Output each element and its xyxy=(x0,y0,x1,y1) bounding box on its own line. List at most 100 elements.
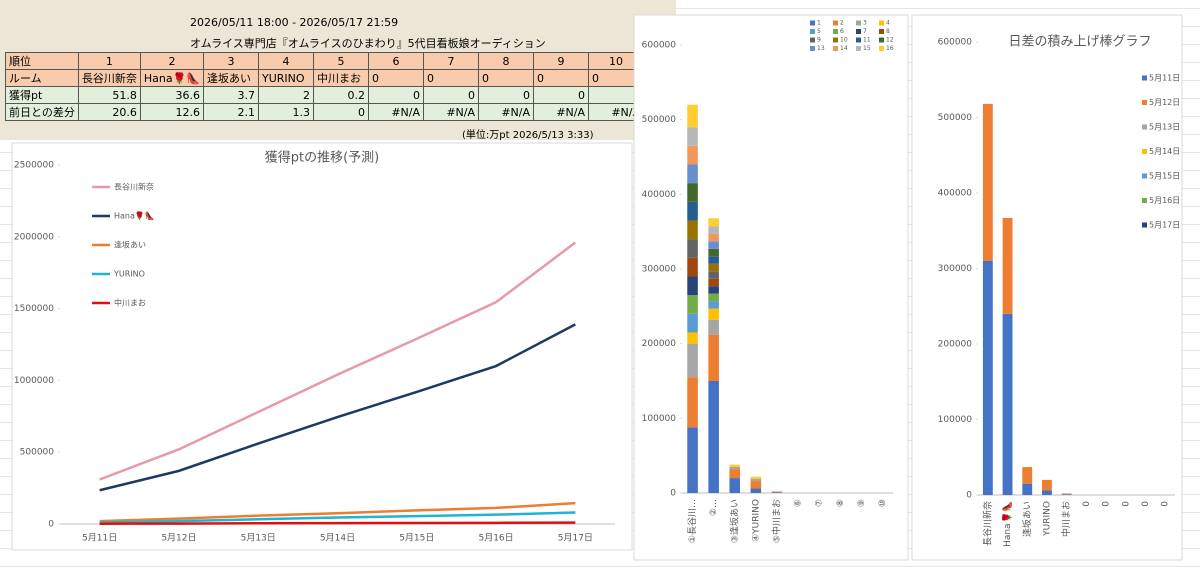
series-line xyxy=(99,501,576,523)
legend-label: YURINO xyxy=(113,270,145,279)
legend-label: 3 xyxy=(863,20,867,27)
table-cell: 6 xyxy=(368,52,425,70)
bar-segment xyxy=(687,332,698,344)
bar-segment xyxy=(1022,467,1033,484)
legend-label: 7 xyxy=(863,28,867,35)
legend-label: 5 xyxy=(817,28,821,35)
bar-segment xyxy=(708,248,719,257)
legend-swatch xyxy=(833,29,838,34)
legend-swatch xyxy=(879,29,884,34)
legend-swatch xyxy=(1142,124,1147,130)
legend-swatch xyxy=(856,46,861,51)
x-tick-label: 逢坂あい xyxy=(1021,501,1033,537)
period: 2026/05/11 18:00 - 2026/05/17 21:59 xyxy=(190,16,399,29)
bar-segment xyxy=(687,183,698,202)
bar-segment xyxy=(708,286,719,294)
table-cell: ルーム xyxy=(5,69,79,87)
y-tick-label: 300000 xyxy=(642,265,677,275)
x-tick-label: 0 xyxy=(1161,501,1171,507)
y-tick-label: 600000 xyxy=(642,41,677,51)
y-tick-label: 500000 xyxy=(642,115,677,125)
bar-segment xyxy=(708,301,719,309)
table-cell: 獲得pt xyxy=(5,86,79,104)
legend-label: 13 xyxy=(817,45,825,52)
ranking-table: 順位 1 2 3 4 5 6 7 8 9 10 ルーム 長谷川新奈 Hana🌹👠 逢坂あい YURINO 中川ま… xyxy=(5,52,645,121)
legend-label: 中川まお xyxy=(114,298,146,308)
unit-note: (単位:万pt 2026/5/13 3:33) xyxy=(462,130,594,141)
legend-label: 14 xyxy=(840,45,848,52)
x-tick-label: 5月11日 xyxy=(82,533,117,544)
legend-swatch xyxy=(1142,100,1147,105)
bar-segment xyxy=(708,218,719,227)
x-tick-label: 長谷川新奈 xyxy=(981,501,993,546)
legend-swatch xyxy=(1142,198,1147,203)
bar-segment xyxy=(687,239,698,258)
bar-segment xyxy=(771,491,783,493)
line-panel xyxy=(11,142,633,551)
y-tick-label: 300000 xyxy=(938,264,973,274)
x-tick-label: ⑩ xyxy=(878,499,888,507)
bar-segment xyxy=(687,127,698,146)
bar-segment xyxy=(708,381,719,493)
x-tick-label: 5月15日 xyxy=(399,533,434,544)
bar-segment xyxy=(729,464,741,467)
x-tick-label: 0 xyxy=(1082,501,1092,507)
legend-swatch xyxy=(879,46,884,51)
bar-segment xyxy=(708,241,719,249)
legend-swatch xyxy=(833,20,838,26)
x-tick-label: ③逢坂あい xyxy=(728,499,740,543)
legend-swatch xyxy=(1142,149,1147,154)
bar-segment xyxy=(708,308,719,320)
legend-label: 5月12日 xyxy=(1149,98,1180,107)
bar-segment xyxy=(687,220,698,240)
legend-label: 11 xyxy=(863,37,871,44)
y-tick-label: 400000 xyxy=(938,189,973,199)
x-tick-label: YURINO xyxy=(1042,501,1052,537)
legend-label: 12 xyxy=(886,37,894,44)
bar-segment xyxy=(687,164,698,184)
legend-label: Hana🌹👠 xyxy=(114,211,155,221)
bar-segment xyxy=(729,478,741,493)
bar-segment xyxy=(708,334,719,381)
table-cell: 1 xyxy=(77,52,141,70)
table-cell: 2 xyxy=(258,86,315,104)
legend-label: 5月14日 xyxy=(1149,147,1180,156)
table-cell: #N/A xyxy=(368,103,425,121)
x-tick-label: ⑧ xyxy=(836,499,846,507)
bar-segment xyxy=(1061,494,1072,495)
y-tick-label: 0 xyxy=(48,520,54,530)
bar-segment xyxy=(750,481,762,489)
bar-segment xyxy=(708,233,719,242)
x-tick-label: 5月14日 xyxy=(320,533,355,544)
bar-segment xyxy=(771,492,783,493)
bar-segment xyxy=(708,256,719,264)
table-row: 前日との差分 20.6 12.6 2.1 1.3 0 #N/A #N/A #N/A #N/A #N/… xyxy=(5,103,645,121)
bar-segment xyxy=(687,201,698,221)
legend-swatch xyxy=(879,37,884,43)
stack-panel xyxy=(633,14,909,561)
event-title: オムライス専門店『オムライスのひまわり』5代目看板娘オーディション xyxy=(190,37,546,50)
series-line xyxy=(99,241,577,481)
bar-segment xyxy=(1002,217,1013,314)
bar-segment xyxy=(750,478,762,482)
x-tick-label: ⑥ xyxy=(794,499,804,507)
table-cell: 0 xyxy=(478,86,535,104)
bar-segment xyxy=(1042,490,1052,495)
bar-segment xyxy=(750,478,762,479)
table-cell: 0 xyxy=(368,86,425,104)
x-tick-label: ②… xyxy=(709,499,719,516)
bar-segment xyxy=(982,260,993,495)
legend-label: 6 xyxy=(840,28,844,35)
series-line xyxy=(99,511,576,524)
y-tick-label: 1500000 xyxy=(14,304,54,314)
y-tick-label: 200000 xyxy=(642,339,677,349)
x-tick-label: 5月13日 xyxy=(241,533,276,544)
table-cell: 0 xyxy=(313,103,370,121)
table-cell: Hana🌹👠 xyxy=(139,69,205,87)
bar-segment xyxy=(687,276,698,296)
legend-swatch xyxy=(810,20,815,26)
bar-segment xyxy=(708,271,719,279)
y-tick-label: 600000 xyxy=(938,38,973,48)
legend-swatch xyxy=(810,37,815,43)
